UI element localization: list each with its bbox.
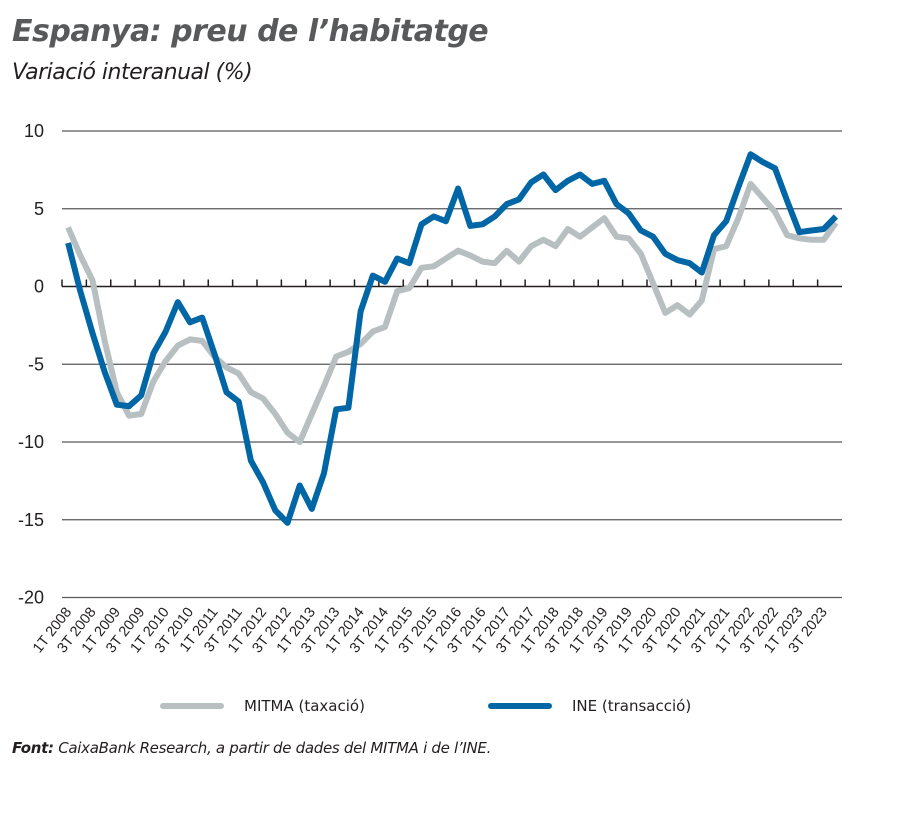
y-tick-label: 10 — [24, 121, 44, 141]
series-lines — [65, 151, 839, 526]
legend-label-mitma: MITMA (taxació) — [244, 697, 365, 715]
chart-title: Espanya: preu de l’habitatge — [12, 14, 489, 49]
y-tick-label: -20 — [18, 588, 44, 608]
source-label: Font: — [12, 739, 54, 757]
y-axis-ticks: 10 5 0 -5 -10 -15 -20 — [18, 121, 44, 608]
source-note: Font: CaixaBank Research, a partir de da… — [12, 739, 491, 757]
source-text: CaixaBank Research, a partir de dades de… — [53, 739, 492, 757]
y-tick-label: -10 — [18, 432, 44, 452]
legend-item-ine: INE (transacció) — [488, 697, 691, 715]
legend-item-mitma: MITMA (taxació) — [160, 697, 365, 715]
series-line-ine — [65, 151, 839, 526]
y-tick-label: -15 — [18, 510, 44, 530]
legend-swatch-mitma — [160, 703, 224, 709]
y-tick-label: 5 — [34, 199, 44, 219]
chart-subtitle: Variació interanual (%) — [12, 60, 253, 85]
y-tick-label: -5 — [28, 354, 44, 374]
legend-swatch-ine — [488, 703, 552, 709]
x-axis — [61, 279, 842, 288]
legend-label-ine: INE (transacció) — [572, 697, 692, 715]
gridlines — [62, 130, 842, 599]
series-line-mitma — [65, 180, 839, 445]
legend: MITMA (taxació) INE (transacció) — [0, 697, 900, 721]
y-tick-label: 0 — [34, 277, 44, 297]
